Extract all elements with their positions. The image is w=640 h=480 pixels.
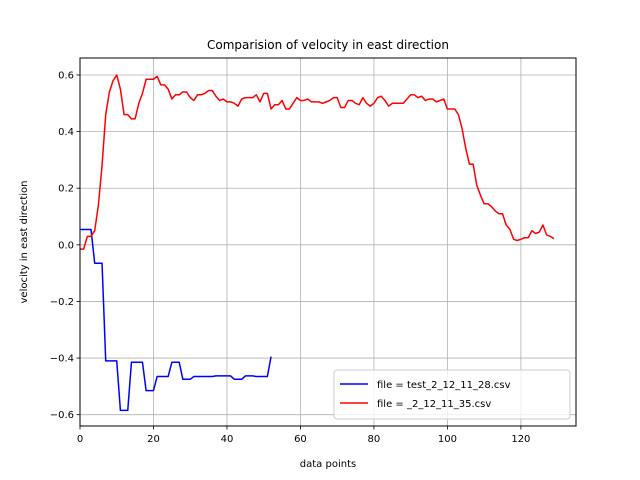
- y-tick-label: 0.2: [58, 184, 74, 195]
- y-tick-label: 0.0: [58, 240, 74, 251]
- series-line-2: [80, 74, 555, 250]
- plot-area: [80, 58, 576, 426]
- series-layer: [80, 74, 555, 412]
- legend-box: [333, 369, 571, 420]
- x-axis-label: data points: [300, 459, 356, 470]
- x-tick-label: 40: [221, 434, 234, 445]
- axis-ticks: 0 20 40 60 80 100 120 −0.6 −0.4 −0.2 0.0 0.2 0.4 0.6: [50, 70, 531, 445]
- y-tick-label: −0.6: [50, 410, 74, 421]
- legend-label-2: file = _2_12_11_35.csv: [377, 399, 491, 410]
- y-tick-label: 0.6: [58, 70, 74, 81]
- legend-label-1: file = test_2_12_11_28.csv: [377, 380, 511, 391]
- x-tick-label: 20: [147, 434, 160, 445]
- y-axis-label: velocity in east direction: [19, 181, 30, 304]
- y-tick-label: −0.2: [50, 297, 74, 308]
- x-tick-label: 80: [368, 434, 381, 445]
- x-tick-label: 0: [77, 434, 83, 445]
- x-tick-label: 120: [511, 434, 530, 445]
- y-tick-label: 0.4: [58, 127, 74, 138]
- chart-title: Comparision of velocity in east directio…: [207, 38, 449, 52]
- x-tick-label: 100: [438, 434, 457, 445]
- plot-frame: [79, 57, 577, 427]
- series-line-1: [80, 228, 272, 412]
- x-tick-label: 60: [294, 434, 307, 445]
- y-tick-label: −0.4: [50, 354, 74, 365]
